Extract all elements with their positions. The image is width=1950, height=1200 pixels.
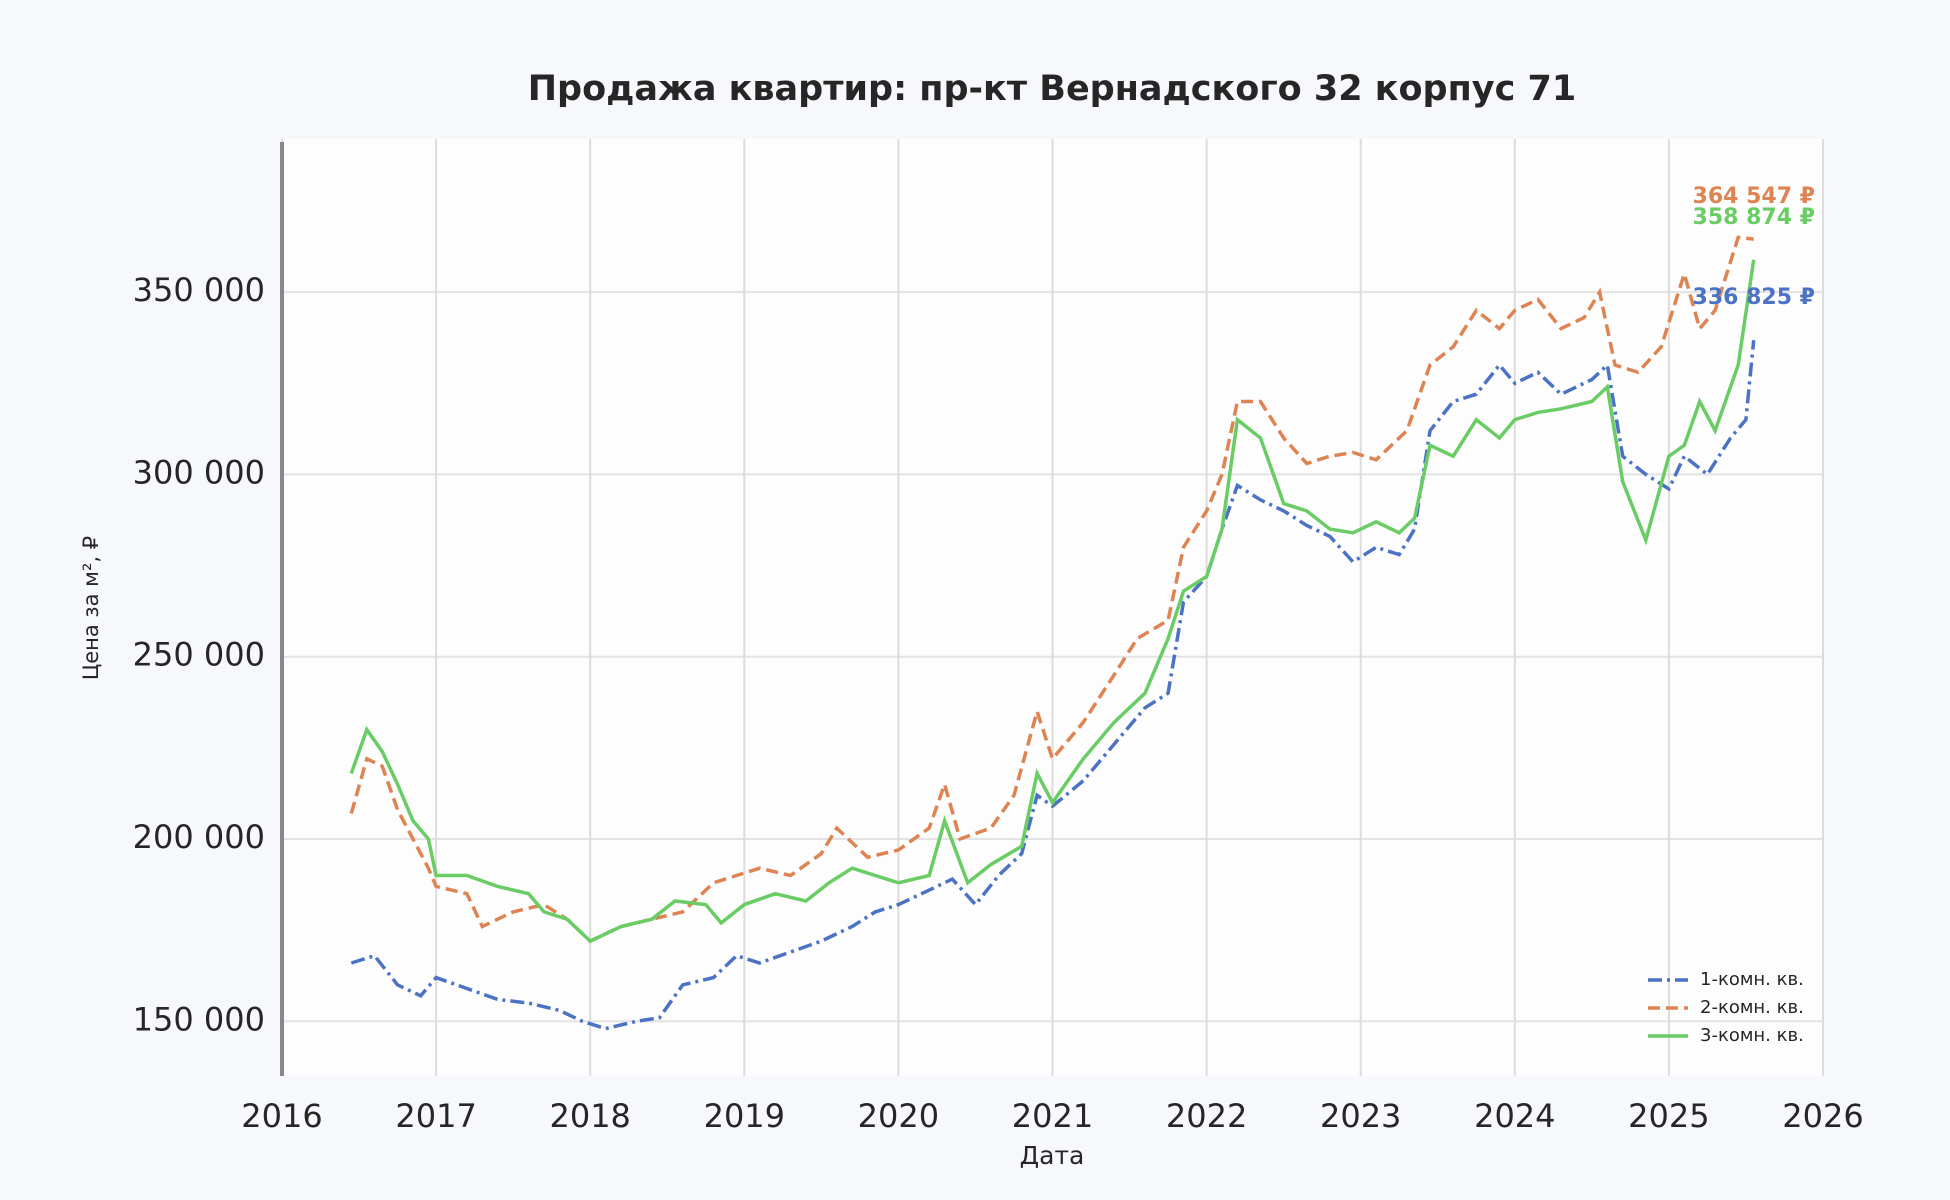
x-tick-label: 2022 — [1166, 1097, 1247, 1135]
y-tick-label: 150 000 — [133, 1000, 265, 1038]
x-tick-label: 2020 — [858, 1097, 939, 1135]
series-line — [349, 235, 1754, 944]
series-line — [350, 340, 1756, 1031]
series-line — [349, 259, 1756, 944]
legend-label: 3-комн. кв. — [1700, 1025, 1804, 1046]
chart-title: Продажа квартир: пр-кт Вернадского 32 ко… — [528, 69, 1577, 109]
x-tick-label: 2024 — [1474, 1097, 1555, 1135]
value-label: 358 874 ₽ — [1693, 205, 1815, 230]
x-tick-label: 2023 — [1320, 1097, 1401, 1135]
y-axis-label: Цена за м², ₽ — [79, 536, 103, 680]
lines — [349, 235, 1756, 1031]
y-tick-label: 350 000 — [133, 271, 265, 309]
y-tick-label: 250 000 — [133, 636, 265, 674]
legend-label: 2-комн. кв. — [1700, 997, 1804, 1018]
x-tick-label: 2019 — [704, 1097, 785, 1135]
y-tick-label: 300 000 — [133, 453, 265, 491]
x-tick-label: 2017 — [395, 1097, 476, 1135]
legend-label: 1-комн. кв. — [1700, 969, 1804, 990]
x-tick-label: 2018 — [549, 1097, 630, 1135]
value-label: 336 825 ₽ — [1693, 285, 1815, 310]
x-axis-label: Дата — [1020, 1141, 1085, 1170]
y-tick-label: 200 000 — [133, 818, 265, 856]
x-tick-label: 2021 — [1012, 1097, 1093, 1135]
x-tick-label: 2025 — [1628, 1097, 1709, 1135]
value-label: 364 547 ₽ — [1693, 184, 1815, 209]
x-tick-label: 2016 — [241, 1097, 322, 1135]
grid — [281, 139, 1824, 1076]
x-tick-label: 2026 — [1782, 1097, 1863, 1135]
legend: 1-комн. кв. 2-комн. кв. 3-комн. кв. — [1648, 969, 1804, 1046]
